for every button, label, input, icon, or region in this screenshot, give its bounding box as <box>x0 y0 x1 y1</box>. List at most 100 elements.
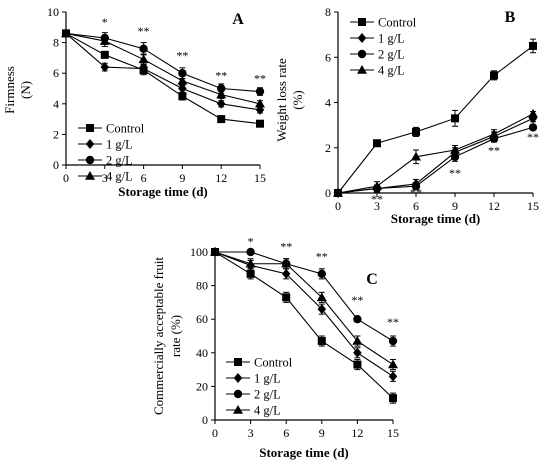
data-point <box>489 129 499 138</box>
legend-marker <box>86 124 94 132</box>
series-2-g-l <box>61 29 265 96</box>
x-axis-title: Storage time (d) <box>118 184 208 199</box>
significance-label: ** <box>488 144 500 158</box>
legend-label: 2 g/L <box>254 388 281 402</box>
data-point <box>490 71 498 80</box>
legend-label: Control <box>254 356 293 370</box>
data-point <box>216 98 226 109</box>
data-point <box>451 114 459 123</box>
y-axis-title-line: rate (%) <box>168 315 183 357</box>
data-point <box>256 119 264 128</box>
y-tick-label: 0 <box>202 413 208 427</box>
data-point <box>282 293 291 302</box>
data-point <box>389 394 397 403</box>
y-axis-title-line: (%) <box>290 90 305 110</box>
x-tick-label: 15 <box>527 199 539 213</box>
legend-marker <box>358 18 366 26</box>
series-4-g-l <box>333 108 538 197</box>
data-point <box>529 41 537 50</box>
significance-label: ** <box>449 166 461 180</box>
y-axis-title: Commercially acceptable fruit rate (%) <box>151 257 183 415</box>
y-axis-title: Weight loss rate(%) <box>274 58 305 142</box>
data-point <box>246 269 255 278</box>
y-tick-label: 2 <box>325 141 331 155</box>
significance-label: ** <box>254 71 266 85</box>
significance-label: ** <box>527 130 539 144</box>
data-point <box>139 44 148 53</box>
x-tick-label: 0 <box>335 199 341 213</box>
y-tick-label: 2 <box>53 127 59 141</box>
data-point <box>317 304 327 315</box>
y-tick-label: 0 <box>325 186 331 200</box>
y-tick-label: 6 <box>325 50 331 64</box>
series-line <box>337 45 534 194</box>
y-tick-label: 6 <box>53 66 59 80</box>
series-line <box>65 32 261 93</box>
data-point <box>100 62 110 73</box>
y-tick-label: 40 <box>196 346 208 360</box>
y-axis-title-line: (N) <box>18 81 33 99</box>
legend-label: 1 g/L <box>106 138 133 152</box>
y-axis-title-line: Weight loss rate <box>274 58 289 142</box>
data-point <box>210 247 220 256</box>
legend-label: 2 g/L <box>106 154 133 168</box>
data-point <box>216 89 227 99</box>
legend-marker <box>85 139 95 149</box>
y-axis-title-line: Firmness <box>2 66 17 114</box>
data-point <box>178 92 187 101</box>
legend-marker <box>357 49 367 59</box>
data-point <box>353 315 362 324</box>
data-point <box>281 258 292 268</box>
data-point <box>372 181 382 190</box>
y-tick-label: 20 <box>196 379 208 393</box>
significance-label: * <box>248 234 254 248</box>
data-point <box>388 336 398 346</box>
y-tick-label: 10 <box>47 5 59 19</box>
x-axis-title: Storage time (d) <box>391 211 481 226</box>
data-point <box>138 54 149 64</box>
x-tick-label: 12 <box>215 171 227 185</box>
x-tick-label: 6 <box>141 171 147 185</box>
series-line <box>337 126 534 194</box>
data-point <box>353 347 362 358</box>
x-tick-label: 9 <box>319 426 325 440</box>
x-tick-label: 9 <box>452 199 458 213</box>
data-point <box>61 28 71 38</box>
legend-marker <box>357 33 367 43</box>
data-point <box>317 269 326 279</box>
legend: Control 1 g/L 2 g/L 4 g/L <box>78 122 145 184</box>
data-point <box>353 360 362 369</box>
x-tick-label: 3 <box>102 171 108 185</box>
data-point <box>99 36 110 45</box>
series-line <box>215 251 394 342</box>
legend-marker <box>85 155 95 165</box>
y-axis-title: Firmness(N) <box>2 66 33 114</box>
y-tick-label: 8 <box>53 36 59 50</box>
legend-label: 4 g/L <box>378 64 405 78</box>
series-line <box>337 113 534 194</box>
series-2-g-l <box>210 247 398 347</box>
x-tick-label: 12 <box>488 199 500 213</box>
x-tick-label: 0 <box>212 426 218 440</box>
data-point <box>245 258 256 268</box>
chart-panel-b: 0 2 4 6 8 0 3 6 9 12 15 Storage time (d) Weight loss… <box>274 5 539 226</box>
data-point <box>388 359 398 369</box>
data-point <box>528 108 538 118</box>
legend-label: 4 g/L <box>106 170 133 184</box>
data-point <box>528 123 538 132</box>
data-point <box>217 115 226 124</box>
y-tick-label: 100 <box>190 245 208 259</box>
data-point <box>255 87 265 96</box>
panel-label: B <box>505 9 516 26</box>
data-point <box>316 292 327 302</box>
series-line <box>65 32 261 125</box>
y-axis-title-line: Commercially acceptable fruit <box>151 257 166 415</box>
data-point <box>412 127 420 136</box>
legend-label: 2 g/L <box>378 48 405 62</box>
series-control <box>334 38 537 197</box>
legend-label: Control <box>106 122 145 136</box>
data-point <box>373 139 381 148</box>
legend-marker <box>357 65 367 74</box>
legend-label: 1 g/L <box>378 32 405 46</box>
x-tick-label: 6 <box>413 199 419 213</box>
